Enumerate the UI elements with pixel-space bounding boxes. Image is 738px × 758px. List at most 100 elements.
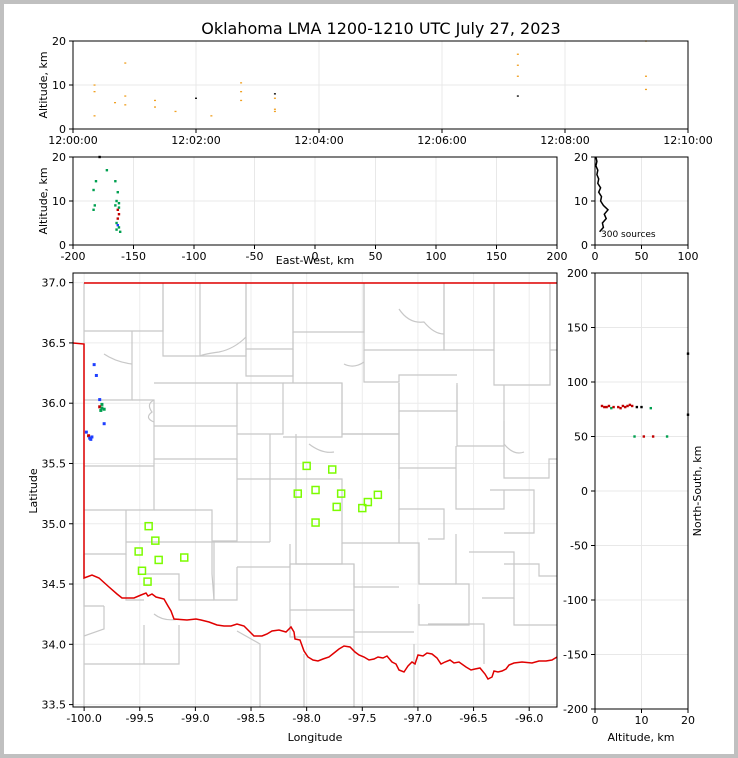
plan-view-frame	[72, 272, 558, 708]
tick-label: 0	[59, 123, 66, 136]
source-point	[610, 406, 613, 410]
source-point	[114, 204, 117, 207]
source-point	[607, 404, 611, 408]
source-point	[665, 435, 669, 438]
source-point	[516, 53, 519, 55]
source-point	[124, 62, 127, 64]
source-point	[124, 104, 127, 106]
state-border	[73, 342, 557, 680]
county-lines	[83, 283, 557, 707]
histogram-xticks: 0 50 100	[592, 245, 699, 263]
tick-label: -99.5	[126, 712, 154, 725]
source-point	[98, 405, 102, 409]
source-point	[84, 430, 88, 434]
tick-label: 0	[581, 485, 588, 498]
tick-label: 100	[567, 376, 588, 389]
tick-label: 50	[635, 250, 649, 263]
ew-height-yticks: 0 10 20	[52, 151, 73, 252]
tick-label: 0	[592, 714, 599, 727]
tick-label: 10	[52, 79, 66, 92]
source-point	[117, 226, 121, 229]
station-marker	[302, 461, 311, 471]
source-point	[195, 97, 197, 99]
source-point	[99, 408, 103, 412]
source-point	[92, 363, 96, 367]
tick-label: 33.5	[42, 699, 67, 712]
source-point	[100, 402, 104, 406]
station-marker	[373, 490, 383, 500]
tick-label: 20	[52, 151, 66, 164]
source-point	[93, 204, 96, 207]
tick-label: 20	[52, 35, 66, 48]
tick-label: -98.0	[292, 712, 320, 725]
time-height-sources	[93, 40, 647, 117]
source-point	[115, 221, 118, 225]
tick-label: 36.5	[42, 337, 67, 350]
source-point	[102, 407, 106, 411]
source-point	[644, 88, 647, 91]
source-point	[102, 422, 106, 426]
source-point	[626, 404, 629, 408]
plan-view-ylabel: Latitude	[27, 468, 40, 514]
source-point	[603, 405, 606, 409]
tick-label: 100	[678, 250, 699, 263]
tick-label: -97.0	[404, 712, 432, 725]
station-marker	[311, 485, 320, 495]
source-point	[612, 405, 615, 409]
source-point	[174, 110, 177, 113]
tick-label: 35.5	[42, 457, 67, 470]
tick-label: -150	[121, 250, 146, 263]
tick-label: -98.5	[237, 712, 265, 725]
ew-height-grid	[72, 156, 558, 246]
source-point	[631, 404, 634, 408]
tick-label: -150	[563, 649, 588, 662]
station-marker	[358, 503, 367, 513]
station-marker	[332, 502, 341, 512]
station-marker	[144, 521, 153, 531]
tick-label: -50	[570, 540, 588, 553]
figure-frame: Oklahoma LMA 1200-1210 UTC July 27, 2023…	[4, 4, 734, 754]
source-point	[640, 405, 643, 409]
source-point	[87, 434, 91, 438]
source-point	[651, 435, 655, 438]
source-point	[93, 115, 96, 117]
tick-label: 34.5	[42, 578, 67, 591]
histogram-profile	[595, 156, 610, 233]
source-point	[93, 91, 96, 93]
tick-label: 12:04:00	[294, 134, 343, 147]
source-point	[516, 75, 519, 77]
source-point	[116, 208, 119, 211]
source-point	[649, 406, 652, 410]
source-point	[89, 437, 93, 441]
source-point	[516, 95, 519, 97]
ew-height-ylabel: Altitude, km	[37, 167, 50, 234]
histogram-line	[595, 156, 610, 233]
source-point	[210, 115, 213, 117]
time-height-panel: 12:00:00 12:02:00 12:04:00 12:06:00 12:08:00…	[37, 35, 713, 147]
source-point	[116, 224, 119, 227]
stations	[134, 461, 383, 586]
ew-height-xlabel: East-West, km	[276, 254, 354, 267]
source-point	[90, 435, 94, 439]
time-height-yticks: 0 10 20	[52, 35, 73, 136]
plan-view-xlabel: Longitude	[288, 731, 343, 744]
station-marker	[134, 547, 143, 556]
tick-label: 34.0	[42, 638, 67, 651]
figure-title: Oklahoma LMA 1200-1210 UTC July 27, 2023	[201, 19, 560, 38]
histogram-annotation: 300 sources	[601, 230, 656, 240]
plan-view-xticks: -100.0 -99.5 -99.0 -98.5 -98.0 -97.5 -97.0 -96.…	[66, 707, 543, 725]
source-point	[240, 82, 243, 84]
ns-height-yticks: 200 150 100 50 0 -50 -100 -150 -200	[563, 267, 595, 716]
source-point	[624, 405, 627, 409]
tick-label: 10	[635, 714, 649, 727]
source-point	[114, 102, 117, 104]
source-point	[642, 435, 646, 438]
tick-label: -96.0	[515, 712, 543, 725]
tick-label: 100	[426, 250, 447, 263]
tick-label: 50	[369, 250, 383, 263]
tick-label: -100	[563, 594, 588, 607]
tick-label: 150	[486, 250, 507, 263]
source-point	[115, 228, 118, 231]
station-marker	[336, 489, 346, 498]
ew-height-sources	[92, 155, 122, 233]
